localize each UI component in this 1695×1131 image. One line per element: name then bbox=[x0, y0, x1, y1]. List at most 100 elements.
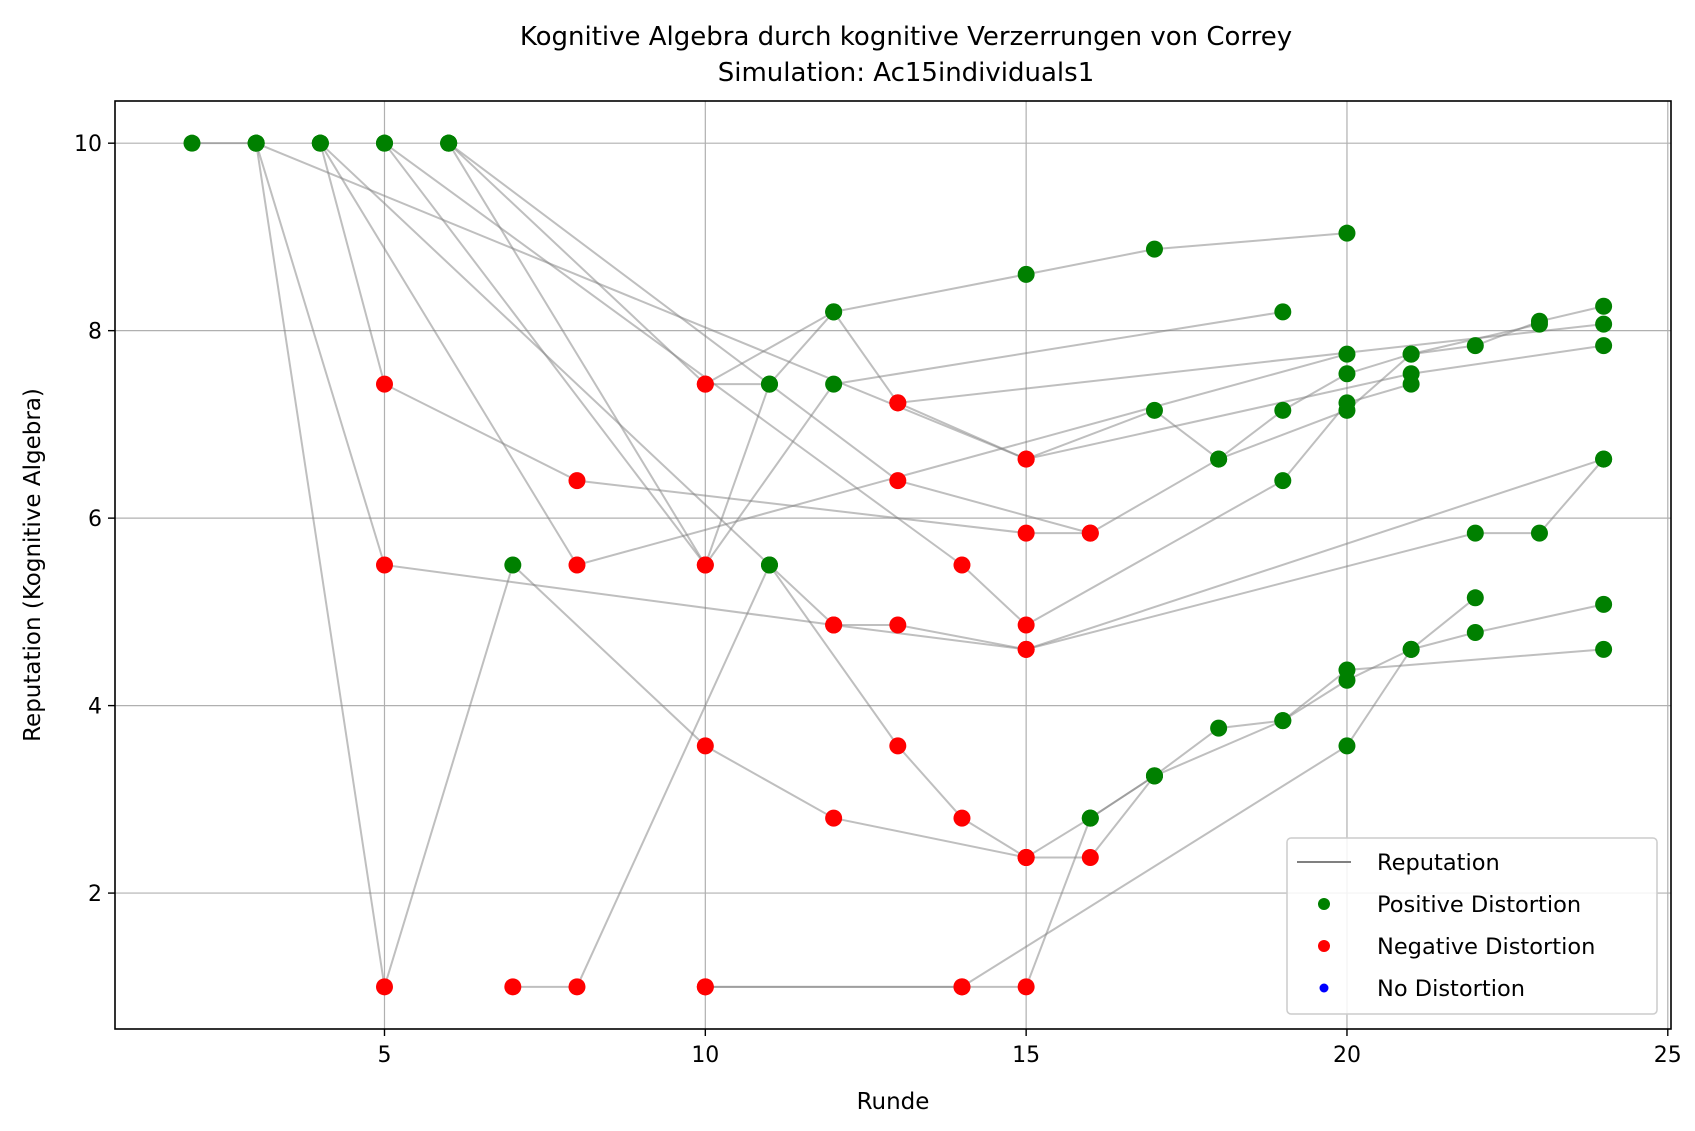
legend: Reputation Positive Distortion Negative … bbox=[1286, 837, 1658, 1015]
data-point-13-2 bbox=[1017, 978, 1035, 996]
data-point-5-3 bbox=[1017, 265, 1035, 283]
data-point-13-1 bbox=[953, 978, 971, 996]
data-point-2-7 bbox=[1338, 365, 1356, 383]
data-point-10-5 bbox=[1402, 375, 1420, 393]
data-point-15-5 bbox=[1402, 345, 1420, 363]
data-point-11-0 bbox=[504, 978, 522, 996]
data-point-10-3 bbox=[1274, 472, 1292, 490]
data-point-11-8 bbox=[1595, 450, 1613, 468]
data-point-15-2 bbox=[1145, 401, 1163, 419]
data-point-2-6 bbox=[1274, 401, 1292, 419]
data-point-11-1 bbox=[568, 978, 586, 996]
data-point-4-5 bbox=[1595, 315, 1613, 333]
data-point-13-6 bbox=[1274, 712, 1292, 730]
data-point-14-1 bbox=[1081, 848, 1099, 866]
chart-subtitle: Simulation: Ac15individuals1 bbox=[718, 58, 1095, 88]
reputation-line-8 bbox=[255, 142, 1604, 461]
data-point-2-3 bbox=[1017, 524, 1035, 542]
data-point-15-0 bbox=[889, 394, 907, 412]
data-point-12-4 bbox=[1466, 589, 1484, 607]
data-point-13-5 bbox=[1210, 719, 1228, 737]
data-point-10-2 bbox=[1017, 616, 1035, 634]
data-point-8-0 bbox=[247, 134, 265, 152]
data-point-1-2 bbox=[375, 556, 393, 574]
y-axis: 2 4 6 8 10 bbox=[74, 132, 115, 907]
data-point-11-2 bbox=[760, 556, 778, 574]
reputation-line-9 bbox=[319, 142, 1027, 859]
data-point-0-12 bbox=[1595, 595, 1613, 613]
data-point-13-7 bbox=[1338, 661, 1356, 679]
data-point-0-4 bbox=[825, 809, 843, 827]
data-point-6-2 bbox=[825, 375, 843, 393]
data-point-12-2 bbox=[1338, 737, 1356, 755]
data-point-3-1 bbox=[568, 556, 586, 574]
reputation-line-1 bbox=[191, 142, 1604, 651]
data-point-11-5 bbox=[1017, 640, 1035, 658]
reputation-line-10 bbox=[383, 142, 1412, 627]
data-point-8-3 bbox=[1595, 337, 1613, 355]
y-tick-label-4: 4 bbox=[88, 695, 102, 720]
x-tick-label-25: 25 bbox=[1654, 1043, 1682, 1068]
legend-marker-positive bbox=[1318, 898, 1330, 910]
data-point-0-2 bbox=[504, 556, 522, 574]
data-point-10-0 bbox=[375, 134, 393, 152]
x-tick-label-20: 20 bbox=[1333, 1043, 1361, 1068]
data-point-16-0 bbox=[696, 375, 714, 393]
data-point-7-2 bbox=[1081, 524, 1099, 542]
data-point-6-1 bbox=[696, 556, 714, 574]
legend-marker-negative bbox=[1318, 940, 1330, 952]
reputation-line-5 bbox=[447, 142, 1348, 386]
data-point-2-2 bbox=[568, 472, 586, 490]
data-point-14-2 bbox=[1145, 767, 1163, 785]
data-point-1-0 bbox=[183, 134, 201, 152]
data-point-0-1 bbox=[375, 978, 393, 996]
reputation-line-4 bbox=[383, 142, 1604, 568]
data-point-11-7 bbox=[1530, 524, 1548, 542]
data-point-2-11 bbox=[1595, 297, 1613, 315]
y-tick-label-8: 8 bbox=[88, 320, 102, 345]
data-point-9-2 bbox=[889, 737, 907, 755]
x-axis: 5 10 15 20 25 bbox=[377, 1029, 1682, 1068]
reputation-line-3 bbox=[319, 142, 1348, 567]
data-point-15-6 bbox=[1530, 315, 1548, 333]
chart-title: Kognitive Algebra durch kognitive Verzer… bbox=[520, 22, 1292, 52]
data-point-15-3 bbox=[1210, 450, 1228, 468]
data-point-2-1 bbox=[375, 375, 393, 393]
legend-marker-none bbox=[1319, 983, 1329, 993]
x-tick-label-15: 15 bbox=[1012, 1043, 1040, 1068]
x-tick-label-10: 10 bbox=[691, 1043, 719, 1068]
legend-label-negative: Negative Distortion bbox=[1377, 934, 1595, 960]
data-point-9-0 bbox=[311, 134, 329, 152]
y-tick-label-2: 2 bbox=[88, 882, 102, 907]
data-point-5-2 bbox=[825, 303, 843, 321]
data-point-11-4 bbox=[889, 616, 907, 634]
data-point-14-0 bbox=[1017, 848, 1035, 866]
data-point-16-1 bbox=[760, 375, 778, 393]
x-tick-label-5: 5 bbox=[377, 1043, 391, 1068]
reputation-line-6 bbox=[447, 142, 1283, 567]
data-point-13-3 bbox=[1081, 809, 1099, 827]
data-points bbox=[183, 134, 1613, 996]
data-point-2-9 bbox=[1466, 337, 1484, 355]
data-point-13-8 bbox=[1595, 640, 1613, 658]
data-point-11-3 bbox=[825, 616, 843, 634]
data-point-9-3 bbox=[953, 809, 971, 827]
data-point-13-0 bbox=[696, 978, 714, 996]
legend-label-positive: Positive Distortion bbox=[1377, 892, 1581, 918]
grid-lines bbox=[115, 101, 1671, 1029]
data-point-0-3 bbox=[696, 737, 714, 755]
reputation-line-2 bbox=[319, 142, 1604, 535]
data-point-3-2 bbox=[1338, 345, 1356, 363]
data-point-5-4 bbox=[1145, 240, 1163, 258]
y-tick-label-10: 10 bbox=[74, 132, 102, 157]
plot-frame bbox=[114, 100, 1672, 1030]
legend-label-none: No Distortion bbox=[1377, 976, 1525, 1002]
data-point-5-5 bbox=[1338, 224, 1356, 242]
data-point-12-3 bbox=[1402, 640, 1420, 658]
data-point-7-0 bbox=[440, 134, 458, 152]
data-point-10-1 bbox=[953, 556, 971, 574]
data-point-15-1 bbox=[1017, 450, 1035, 468]
y-axis-label: Reputation (Kognitive Algebra) bbox=[20, 388, 46, 742]
data-point-6-3 bbox=[1274, 303, 1292, 321]
